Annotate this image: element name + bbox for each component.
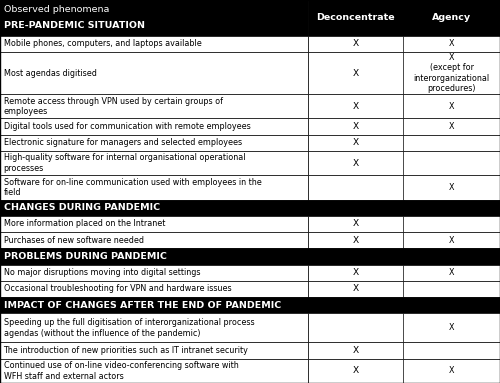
Text: X: X <box>352 102 358 111</box>
Text: X: X <box>449 122 454 131</box>
Bar <box>404 94 500 118</box>
Text: More information placed on the Intranet: More information placed on the Intranet <box>4 219 165 228</box>
Bar <box>404 358 500 383</box>
Text: The introduction of new priorities such as IT intranet security: The introduction of new priorities such … <box>4 346 248 355</box>
Bar <box>404 36 500 52</box>
Text: X: X <box>449 268 454 277</box>
Bar <box>404 232 500 248</box>
Text: X: X <box>352 268 358 277</box>
Bar <box>308 94 404 118</box>
Bar <box>0 0 308 36</box>
Text: X: X <box>352 284 358 293</box>
Bar <box>308 175 404 200</box>
Bar <box>0 175 308 200</box>
Bar <box>0 151 308 175</box>
Bar <box>404 52 500 94</box>
Text: PROBLEMS DURING PANDEMIC: PROBLEMS DURING PANDEMIC <box>4 252 167 261</box>
Text: Speeding up the full digitisation of interorganizational process
agendas (withou: Speeding up the full digitisation of int… <box>4 318 254 337</box>
Bar <box>404 313 500 342</box>
Bar <box>308 313 404 342</box>
Bar <box>308 281 404 297</box>
Bar <box>404 342 500 358</box>
Text: X: X <box>449 102 454 111</box>
Text: X: X <box>449 323 454 332</box>
Text: X: X <box>352 138 358 147</box>
Bar <box>404 281 500 297</box>
Bar <box>308 52 404 94</box>
Text: X: X <box>352 39 358 48</box>
Bar <box>404 151 500 175</box>
Text: CHANGES DURING PANDEMIC: CHANGES DURING PANDEMIC <box>4 203 160 212</box>
Text: Observed phenomena: Observed phenomena <box>4 5 110 15</box>
Text: High-quality software for internal organisational operational
processes: High-quality software for internal organ… <box>4 154 245 173</box>
Bar <box>0 281 308 297</box>
Bar <box>0 248 500 265</box>
Bar <box>0 232 308 248</box>
Bar <box>0 216 308 232</box>
Bar <box>308 135 404 151</box>
Bar <box>0 313 308 342</box>
Bar <box>0 118 308 135</box>
Bar <box>0 135 308 151</box>
Text: IMPACT OF CHANGES AFTER THE END OF PANDEMIC: IMPACT OF CHANGES AFTER THE END OF PANDE… <box>4 301 281 309</box>
Text: X: X <box>449 39 454 48</box>
Text: X
(except for
interorganizational
procedures): X (except for interorganizational proced… <box>414 53 490 93</box>
Text: X: X <box>352 366 358 375</box>
Text: X: X <box>352 122 358 131</box>
Text: X: X <box>352 346 358 355</box>
Bar <box>308 118 404 135</box>
Bar <box>308 265 404 281</box>
Bar <box>0 297 500 313</box>
Bar <box>404 216 500 232</box>
Bar <box>0 200 500 216</box>
Text: Continued use of on-line video-conferencing software with
WFH staff and external: Continued use of on-line video-conferenc… <box>4 361 238 381</box>
Bar <box>404 135 500 151</box>
Text: Electronic signature for managers and selected employees: Electronic signature for managers and se… <box>4 138 242 147</box>
Bar <box>0 94 308 118</box>
Text: X: X <box>352 69 358 77</box>
Text: X: X <box>449 183 454 192</box>
Bar <box>308 0 404 36</box>
Text: No major disruptions moving into digital settings: No major disruptions moving into digital… <box>4 268 200 277</box>
Bar <box>308 232 404 248</box>
Bar <box>404 118 500 135</box>
Bar <box>308 36 404 52</box>
Text: Purchases of new software needed: Purchases of new software needed <box>4 236 143 245</box>
Text: Digital tools used for communication with remote employees: Digital tools used for communication wit… <box>4 122 250 131</box>
Bar <box>0 265 308 281</box>
Bar <box>0 342 308 358</box>
Text: Remote access through VPN used by certain groups of
employees: Remote access through VPN used by certai… <box>4 97 222 116</box>
Text: Most agendas digitised: Most agendas digitised <box>4 69 96 77</box>
Text: X: X <box>352 159 358 168</box>
Text: X: X <box>449 236 454 245</box>
Text: Agency: Agency <box>432 13 472 22</box>
Text: X: X <box>352 236 358 245</box>
Bar <box>308 342 404 358</box>
Bar <box>404 175 500 200</box>
Text: PRE-PANDEMIC SITUATION: PRE-PANDEMIC SITUATION <box>4 21 145 30</box>
Bar <box>404 265 500 281</box>
Text: Deconcentrate: Deconcentrate <box>316 13 395 22</box>
Text: Occasional troubleshooting for VPN and hardware issues: Occasional troubleshooting for VPN and h… <box>4 284 231 293</box>
Bar <box>0 52 308 94</box>
Text: X: X <box>449 366 454 375</box>
Bar <box>308 358 404 383</box>
Bar <box>308 151 404 175</box>
Text: X: X <box>352 219 358 228</box>
Bar <box>404 0 500 36</box>
Text: Mobile phones, computers, and laptops available: Mobile phones, computers, and laptops av… <box>4 39 201 48</box>
Text: Software for on-line communication used with employees in the
field: Software for on-line communication used … <box>4 178 261 197</box>
Bar <box>308 216 404 232</box>
Bar <box>0 358 308 383</box>
Bar <box>0 36 308 52</box>
